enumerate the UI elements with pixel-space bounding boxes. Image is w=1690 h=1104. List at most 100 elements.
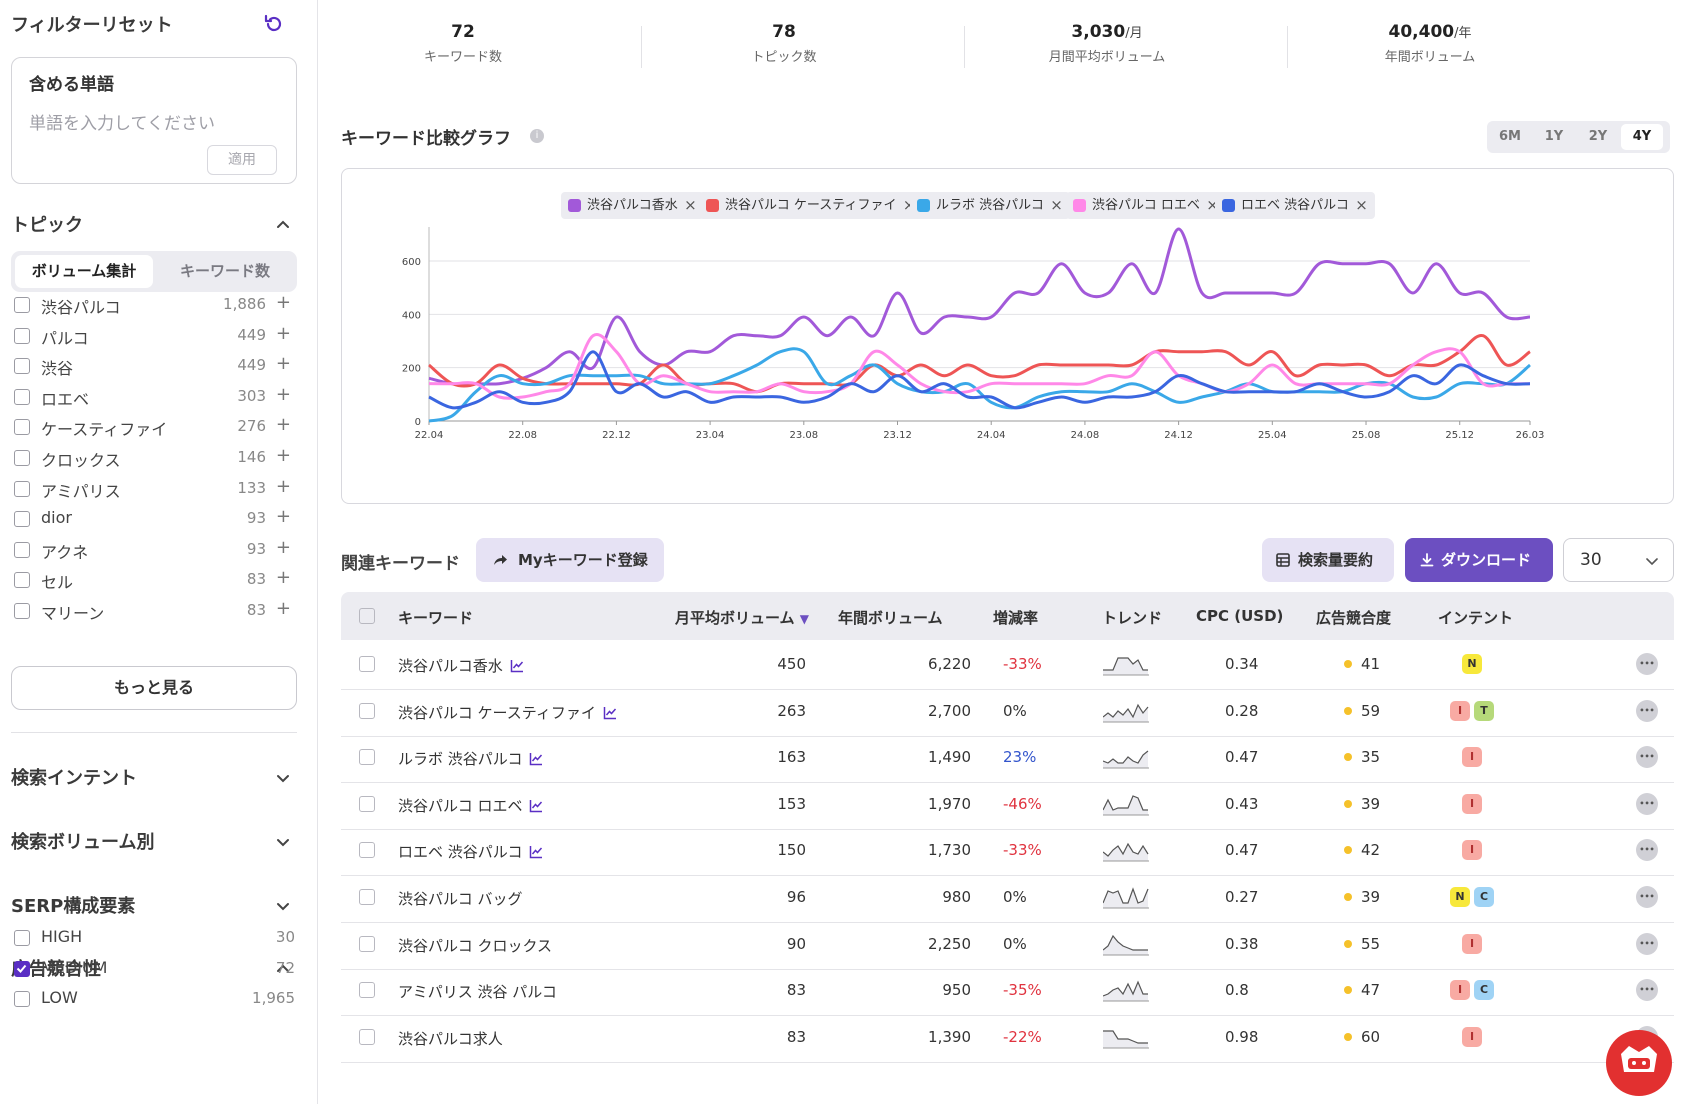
period-1Y[interactable]: 1Y — [1544, 129, 1564, 144]
row-checkbox[interactable] — [359, 935, 375, 952]
ad-level-item[interactable]: HIGH 30 — [11, 925, 301, 953]
topic-checkbox[interactable] — [14, 419, 30, 436]
topic-section-title[interactable]: トピック — [11, 215, 83, 236]
topic-item[interactable]: パルコ 449 + — [11, 323, 301, 351]
topic-checkbox[interactable] — [14, 297, 30, 313]
add-icon[interactable]: + — [275, 353, 291, 375]
ad-level-checkbox[interactable] — [14, 930, 30, 946]
ad-level-item[interactable]: LOW 1,965 — [11, 986, 301, 1014]
col-keyword[interactable]: キーワード — [398, 609, 474, 627]
keyword-cell[interactable]: 渋谷パルコ クロックス — [398, 935, 552, 956]
my-keyword-button[interactable]: Myキーワード登録 — [476, 538, 664, 582]
period-2Y[interactable]: 2Y — [1588, 129, 1608, 144]
topic-checkbox[interactable] — [14, 541, 30, 558]
legend-chip[interactable]: 渋谷パルコ ロエベ × — [1066, 192, 1226, 219]
chevron-down-icon[interactable] — [275, 834, 291, 850]
chevron-down-icon[interactable] — [275, 770, 291, 786]
add-icon[interactable]: + — [275, 567, 291, 589]
chatbot-icon[interactable] — [1606, 1030, 1672, 1096]
add-icon[interactable]: + — [275, 322, 291, 344]
topic-checkbox[interactable] — [14, 572, 30, 589]
topic-checkbox[interactable] — [14, 511, 30, 528]
legend-chip[interactable]: ルラボ 渋谷パルコ × — [910, 192, 1070, 219]
add-icon[interactable]: + — [275, 475, 291, 497]
topic-item[interactable]: 渋谷パルコ 1,886 + — [11, 292, 301, 320]
add-icon[interactable]: + — [275, 506, 291, 528]
close-icon[interactable]: × — [1355, 196, 1368, 214]
topic-checkbox[interactable] — [14, 358, 30, 375]
topic-item[interactable]: アミパリス 133 + — [11, 476, 301, 504]
more-options-icon[interactable]: ••• — [1636, 746, 1658, 769]
keyword-cell[interactable]: 渋谷パルコ ケースティファイ — [398, 702, 617, 723]
keyword-cell[interactable]: 渋谷パルコ香水 — [398, 655, 524, 676]
volume-summary-button[interactable]: 検索量要約 — [1262, 538, 1394, 582]
chevron-down-icon[interactable] — [275, 898, 291, 914]
tab-keyword-count[interactable]: キーワード数 — [179, 262, 270, 280]
add-icon[interactable]: + — [275, 536, 291, 558]
more-options-icon[interactable]: ••• — [1636, 792, 1658, 815]
col-cpc[interactable]: CPC (USD) — [1196, 607, 1284, 625]
period-6M[interactable]: 6M — [1499, 129, 1521, 144]
show-more-button[interactable]: もっと見る — [11, 666, 297, 710]
chevron-up-icon[interactable] — [275, 961, 291, 977]
ad-level-checkbox[interactable] — [14, 960, 30, 977]
row-checkbox[interactable] — [359, 749, 375, 766]
more-options-icon[interactable]: ••• — [1636, 979, 1658, 1002]
row-checkbox[interactable] — [359, 1028, 375, 1045]
ad-level-checkbox[interactable] — [14, 991, 30, 1008]
more-options-icon[interactable]: ••• — [1636, 886, 1658, 908]
ad-level-item[interactable]: MEDIUM 72 — [11, 956, 301, 984]
row-checkbox[interactable] — [359, 656, 375, 672]
topic-checkbox[interactable] — [14, 480, 30, 497]
close-icon[interactable]: × — [684, 196, 697, 214]
row-checkbox[interactable] — [359, 982, 375, 999]
topic-item[interactable]: ロエベ 303 + — [11, 384, 301, 412]
ad-competition-title[interactable]: 広告競合性 — [11, 959, 101, 980]
topic-checkbox[interactable] — [14, 450, 30, 466]
keyword-cell[interactable]: 渋谷パルコ ロエベ — [398, 795, 543, 816]
keyword-cell[interactable]: ロエベ 渋谷パルコ — [398, 841, 543, 862]
trend-chart-icon[interactable] — [529, 752, 543, 766]
row-checkbox[interactable] — [359, 702, 375, 719]
topic-item[interactable]: セル 83 + — [11, 567, 301, 595]
legend-chip[interactable]: 渋谷パルコ香水 × — [561, 192, 704, 219]
topic-item[interactable]: アクネ 93 + — [11, 537, 301, 565]
more-options-icon[interactable]: ••• — [1636, 932, 1658, 955]
row-checkbox[interactable] — [359, 889, 375, 905]
tab-volume[interactable]: ボリューム集計 — [15, 255, 153, 288]
volume-section-title[interactable]: 検索ボリューム別 — [11, 832, 155, 853]
chevron-up-icon[interactable] — [275, 217, 291, 233]
add-icon[interactable]: + — [275, 445, 291, 466]
row-checkbox[interactable] — [359, 795, 375, 812]
apply-button[interactable]: 適用 — [207, 145, 277, 175]
trend-chart-icon[interactable] — [510, 659, 524, 673]
topic-item[interactable]: 渋谷 449 + — [11, 353, 301, 381]
topic-item[interactable]: dior 93 + — [11, 506, 301, 534]
trend-chart-icon[interactable] — [603, 706, 617, 720]
keyword-cell[interactable]: 渋谷パルコ バッグ — [398, 888, 522, 909]
topic-item[interactable]: マリーン 83 + — [11, 598, 301, 626]
trend-chart-icon[interactable] — [529, 799, 543, 813]
serp-section-title[interactable]: SERP構成要素 — [11, 896, 136, 917]
topic-item[interactable]: クロックス 146 + — [11, 445, 301, 473]
page-size-select[interactable]: 30 — [1563, 538, 1674, 582]
select-all-checkbox[interactable] — [359, 608, 375, 624]
add-icon[interactable]: + — [275, 292, 291, 313]
add-icon[interactable]: + — [275, 383, 291, 405]
period-4Y[interactable]: 4Y — [1621, 124, 1663, 150]
download-button[interactable]: ダウンロード — [1405, 538, 1553, 582]
intent-section-title[interactable]: 検索インテント — [11, 768, 137, 789]
topic-checkbox[interactable] — [14, 388, 30, 405]
keyword-cell[interactable]: 渋谷パルコ求人 — [398, 1028, 503, 1049]
add-icon[interactable]: + — [275, 598, 291, 619]
col-annual-volume[interactable]: 年間ボリューム — [838, 609, 943, 627]
topic-checkbox[interactable] — [14, 603, 30, 619]
trend-chart-icon[interactable] — [529, 845, 543, 859]
row-checkbox[interactable] — [359, 842, 375, 859]
close-icon[interactable]: × — [1050, 196, 1063, 214]
topic-checkbox[interactable] — [14, 327, 30, 344]
col-avg-volume[interactable]: 月平均ボリューム ▼ — [675, 607, 809, 628]
refresh-icon[interactable] — [262, 12, 286, 36]
col-competition[interactable]: 広告競合度 — [1316, 609, 1392, 627]
more-options-icon[interactable]: ••• — [1636, 699, 1658, 722]
